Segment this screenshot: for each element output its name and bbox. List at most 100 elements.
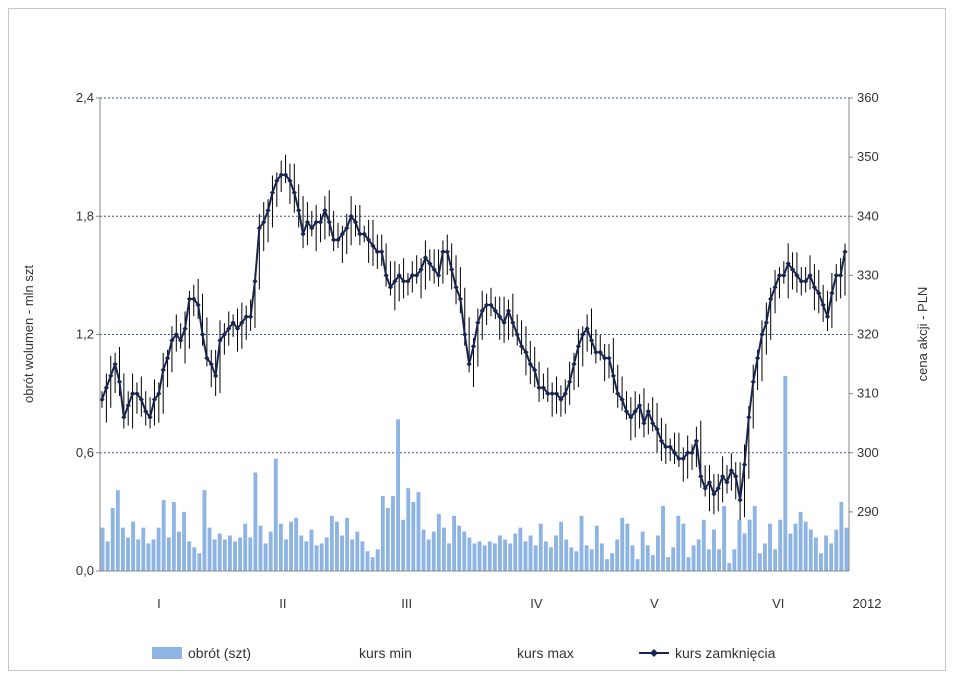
volume-bar — [314, 545, 319, 571]
close-price-point — [366, 237, 372, 243]
volume-bar — [834, 529, 839, 571]
legend-label-close: kurs zamknięcia — [675, 645, 776, 661]
volume-bar — [248, 537, 253, 571]
close-price-point — [518, 343, 525, 349]
volume-bar — [105, 541, 110, 571]
close-price-point — [623, 408, 630, 414]
volume-bar — [538, 523, 543, 571]
close-price-point — [698, 473, 704, 479]
y-left-tick-label: 1,2 — [76, 327, 94, 342]
volume-bar — [615, 539, 620, 571]
legend-swatch-close-marker — [650, 649, 658, 657]
close-price-point — [772, 284, 778, 290]
volume-bar — [717, 549, 722, 571]
close-price-point — [453, 284, 459, 290]
x-month-label: I — [157, 596, 161, 611]
volume-bar — [192, 547, 197, 571]
close-price-point — [650, 420, 656, 426]
volume-bar — [610, 553, 615, 571]
x-month-label: V — [650, 596, 659, 611]
close-price-point — [199, 331, 206, 338]
close-price-point — [457, 296, 463, 302]
volume-bar — [599, 543, 604, 571]
close-price-point — [501, 320, 507, 326]
volume-bar — [686, 557, 691, 571]
volume-bar — [569, 547, 574, 571]
volume-bar — [528, 535, 533, 571]
volume-bar — [762, 543, 767, 571]
close-price-point — [160, 367, 166, 373]
volume-bar — [579, 515, 584, 571]
close-price-point — [357, 231, 363, 237]
volume-bar — [171, 502, 176, 571]
close-price-point — [514, 331, 520, 338]
close-price-point — [768, 296, 774, 302]
close-price-point — [252, 278, 258, 284]
volume-bar — [141, 527, 146, 571]
close-price-point — [737, 497, 743, 503]
close-price-point — [824, 314, 831, 320]
close-price-point — [602, 355, 608, 361]
close-price-point — [785, 260, 791, 267]
close-price-point — [702, 485, 708, 491]
close-price-point — [405, 278, 411, 284]
close-price-point — [663, 444, 669, 450]
volume-bar — [472, 543, 477, 571]
close-price-point — [138, 396, 144, 403]
close-price-point — [462, 331, 468, 338]
close-price-point — [615, 391, 621, 397]
close-price-point — [720, 473, 726, 479]
close-price-point — [750, 379, 756, 385]
volume-bar — [263, 543, 268, 571]
volume-bar — [732, 549, 737, 571]
close-price-point — [527, 361, 533, 367]
volume-bar — [757, 553, 762, 571]
volume-bar — [844, 527, 849, 571]
volume-bar — [661, 505, 665, 571]
close-price-point — [322, 207, 328, 213]
close-price-point — [300, 231, 306, 237]
volume-bar — [187, 541, 192, 571]
close-price-point — [409, 272, 415, 278]
volume-bar — [268, 531, 273, 571]
y-right-tick-label: 290 — [857, 504, 879, 519]
close-price-point — [379, 249, 385, 255]
close-price-point — [575, 343, 581, 349]
volume-bar — [742, 533, 747, 571]
volume-bar — [284, 539, 288, 571]
volume-bar — [131, 521, 136, 571]
close-price-point — [540, 385, 547, 391]
stock-chart: 0,0 0,6 1,2 1,8 2,4 290 300 310 320 330 340 350 360 I… — [21, 90, 930, 661]
y-right-tick-label: 300 — [857, 445, 879, 460]
close-price-point — [549, 391, 555, 397]
close-price-point — [418, 266, 424, 273]
volume-bar — [808, 529, 813, 571]
volume-bar — [110, 507, 115, 571]
close-price-point — [422, 255, 429, 261]
close-price-point — [440, 249, 446, 255]
volume-bar — [436, 513, 441, 571]
volume-bar — [803, 521, 808, 571]
close-price-point — [606, 355, 612, 361]
close-price-point — [645, 408, 651, 414]
close-price-point — [156, 391, 162, 397]
y-axis-left-title: obrót wolumen - mln szt — [21, 265, 36, 403]
close-price-point — [392, 278, 398, 284]
close-price-point — [532, 367, 538, 373]
close-price-point — [545, 391, 551, 397]
close-price-point — [248, 314, 254, 320]
volume-bar — [492, 543, 497, 571]
close-price-point — [798, 278, 804, 284]
close-price-point — [317, 219, 324, 225]
close-price-point — [103, 385, 109, 391]
close-price-point — [746, 414, 752, 420]
volume-bar — [411, 502, 416, 571]
volume-bar — [671, 547, 676, 571]
close-price-point — [344, 225, 350, 231]
close-price-point — [278, 172, 284, 178]
volume-bar — [482, 545, 487, 571]
volume-bar — [706, 549, 711, 571]
volume-bar — [676, 515, 681, 571]
volume-bar — [207, 527, 212, 571]
close-price-point — [776, 272, 783, 278]
